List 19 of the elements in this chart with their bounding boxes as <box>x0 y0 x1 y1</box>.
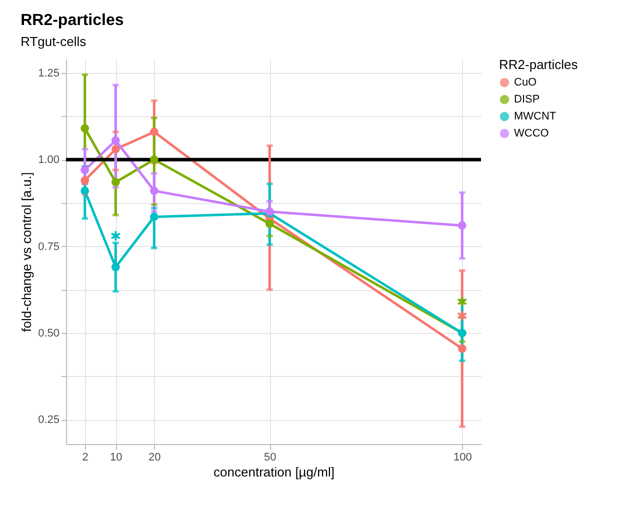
y-tick-label: 0.50 <box>38 328 60 340</box>
y-tick-label: 1.25 <box>38 67 60 80</box>
x-tick-label: 100 <box>453 452 472 464</box>
legend-label: MWCNT <box>514 110 556 122</box>
y-tick-label: 0.25 <box>38 414 60 426</box>
y-axis-title: fold-change vs control [a.u.] <box>19 172 34 332</box>
y-tick-label: 1.00 <box>38 154 60 166</box>
legend-label: WCCO <box>514 128 550 140</box>
x-tick-label: 50 <box>264 452 276 464</box>
chart-subtitle: RTgut-cells <box>20 34 87 49</box>
x-tick-label: 10 <box>110 452 122 464</box>
x-tick-label: 2 <box>82 452 88 464</box>
x-tick-label: 20 <box>148 452 161 464</box>
chart-title: RR2-particles <box>20 12 124 29</box>
x-axis-title: concentration [µg/ml] <box>214 464 334 480</box>
y-tick-label: 0.75 <box>38 240 60 253</box>
legend-title: RR2-particles <box>499 57 578 72</box>
legend-label: CuO <box>514 76 538 88</box>
legend-label: DISP <box>514 94 540 106</box>
